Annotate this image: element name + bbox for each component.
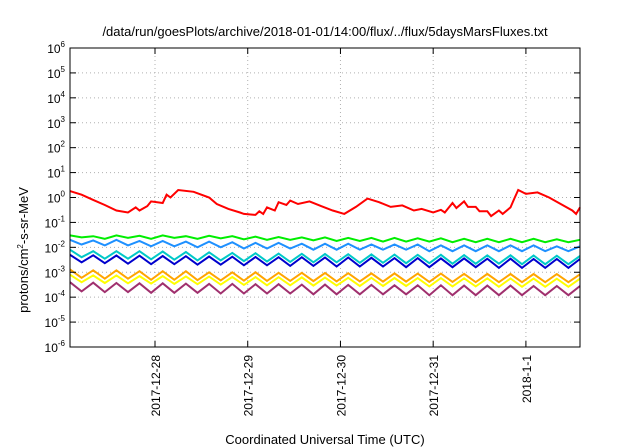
series-line-7 bbox=[69, 273, 581, 289]
y-tick-label: 10-6 bbox=[45, 339, 66, 355]
series-line-6 bbox=[69, 268, 581, 284]
series-line-4 bbox=[69, 248, 581, 266]
x-tick-label: 2017-12-30 bbox=[334, 355, 348, 417]
series-line-5 bbox=[69, 253, 581, 270]
series-layer bbox=[69, 188, 581, 297]
y-tick-label: 103 bbox=[47, 115, 65, 131]
y-tick-label: 10-1 bbox=[45, 214, 66, 230]
x-tick-label: 2017-12-31 bbox=[427, 355, 441, 417]
y-tick-label: 101 bbox=[47, 165, 65, 181]
y-tick-label: 106 bbox=[47, 40, 65, 56]
y-tick-label: 104 bbox=[47, 90, 65, 106]
series-line-3 bbox=[69, 238, 581, 253]
y-axis-label-superscript: 2 bbox=[16, 244, 25, 249]
series-line-1 bbox=[69, 188, 581, 218]
y-tick-label: 10-2 bbox=[45, 239, 66, 255]
chart-title: /data/run/goesPlots/archive/2018-01-01/1… bbox=[102, 24, 548, 39]
y-tick-label: 100 bbox=[47, 190, 65, 206]
y-tick-label: 10-5 bbox=[45, 314, 66, 330]
grid-lines bbox=[70, 48, 580, 347]
x-axis-label: Coordinated Universal Time (UTC) bbox=[225, 432, 424, 447]
y-axis-ticks: 10-6 10-5 10-4 10-3 10-2 10-1 100 101 102 103 104 1… bbox=[45, 40, 580, 355]
x-axis-ticks: 2017-12-28 2017-12-29 2017-12-30 2017-12-31… bbox=[149, 48, 534, 416]
y-tick-label: 105 bbox=[47, 65, 65, 81]
x-tick-label: 2017-12-28 bbox=[149, 355, 163, 417]
y-tick-label: 10-4 bbox=[45, 289, 66, 305]
x-tick-label: 2017-12-29 bbox=[242, 355, 256, 417]
series-line-2 bbox=[69, 234, 581, 244]
y-axis-label-text-before: protons/cm bbox=[16, 249, 31, 313]
series-line-8 bbox=[69, 281, 581, 297]
y-axis-label: protons/cm2-s-sr-MeV bbox=[16, 187, 31, 313]
y-axis-label-text-after: -s-sr-MeV bbox=[16, 187, 31, 244]
y-tick-label: 10-3 bbox=[45, 264, 66, 280]
x-tick-label: 2018-1-1 bbox=[520, 355, 534, 403]
y-tick-label: 102 bbox=[47, 140, 65, 156]
